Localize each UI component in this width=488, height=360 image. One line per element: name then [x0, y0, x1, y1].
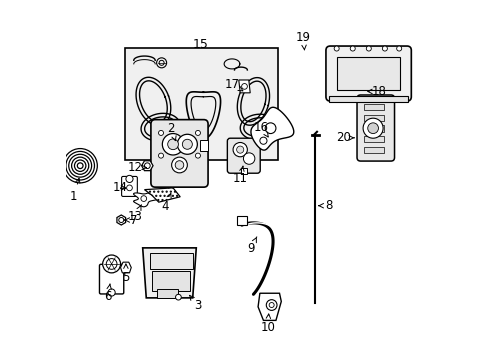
Bar	[151, 271, 190, 291]
Circle shape	[167, 139, 178, 150]
Circle shape	[106, 258, 117, 269]
Text: 9: 9	[246, 237, 256, 255]
Text: 5: 5	[122, 264, 129, 284]
Circle shape	[233, 143, 247, 157]
Text: 18: 18	[367, 85, 386, 98]
Polygon shape	[142, 248, 196, 298]
Circle shape	[268, 302, 274, 307]
Circle shape	[367, 123, 378, 134]
Bar	[157, 289, 178, 298]
Text: 13: 13	[128, 205, 142, 223]
Text: 17: 17	[224, 78, 243, 91]
Circle shape	[259, 137, 266, 144]
Text: 12: 12	[128, 161, 146, 174]
Circle shape	[63, 149, 97, 183]
FancyBboxPatch shape	[99, 264, 123, 294]
FancyBboxPatch shape	[325, 46, 410, 101]
Circle shape	[366, 46, 370, 51]
Bar	[328, 96, 407, 102]
Polygon shape	[121, 262, 131, 273]
Bar	[364, 147, 383, 153]
Circle shape	[119, 217, 123, 222]
Circle shape	[162, 134, 183, 155]
Bar	[364, 104, 383, 111]
Text: 15: 15	[193, 39, 208, 51]
Circle shape	[158, 130, 163, 135]
Text: 14: 14	[112, 181, 127, 194]
Bar	[364, 125, 383, 132]
FancyBboxPatch shape	[122, 176, 137, 197]
Text: 8: 8	[318, 199, 331, 212]
Circle shape	[69, 154, 91, 177]
Circle shape	[195, 153, 200, 158]
Circle shape	[363, 118, 382, 138]
Bar	[364, 136, 383, 143]
Circle shape	[349, 46, 354, 51]
Text: 7: 7	[124, 213, 137, 226]
FancyBboxPatch shape	[227, 138, 260, 173]
Circle shape	[177, 134, 197, 154]
Bar	[200, 140, 207, 151]
Polygon shape	[117, 215, 125, 225]
Circle shape	[175, 161, 183, 169]
Circle shape	[144, 163, 150, 168]
Bar	[364, 114, 383, 121]
Circle shape	[74, 160, 86, 171]
Text: 19: 19	[295, 31, 310, 50]
Bar	[337, 58, 399, 90]
Circle shape	[241, 84, 247, 89]
Circle shape	[171, 157, 187, 173]
Circle shape	[195, 130, 200, 135]
Circle shape	[243, 153, 254, 164]
Circle shape	[77, 163, 83, 168]
Polygon shape	[144, 188, 180, 202]
Text: 20: 20	[336, 131, 353, 144]
Circle shape	[108, 289, 115, 296]
Circle shape	[66, 152, 94, 180]
Polygon shape	[258, 293, 281, 320]
Circle shape	[182, 139, 192, 149]
Circle shape	[333, 46, 339, 51]
Circle shape	[159, 60, 164, 65]
Text: 2: 2	[167, 122, 176, 141]
Text: 16: 16	[254, 121, 268, 137]
Bar	[241, 168, 246, 174]
Circle shape	[156, 58, 166, 68]
Bar	[236, 216, 247, 225]
Circle shape	[266, 300, 276, 310]
Circle shape	[126, 185, 132, 191]
Bar	[149, 253, 192, 269]
Circle shape	[236, 146, 244, 153]
FancyBboxPatch shape	[151, 120, 207, 187]
Text: 11: 11	[232, 166, 247, 185]
Circle shape	[264, 123, 275, 134]
Circle shape	[175, 294, 181, 300]
Circle shape	[71, 157, 88, 174]
Circle shape	[158, 153, 163, 158]
Polygon shape	[142, 161, 153, 171]
Text: 4: 4	[161, 194, 171, 213]
Polygon shape	[133, 193, 158, 207]
Polygon shape	[250, 107, 293, 150]
Polygon shape	[238, 80, 250, 93]
Circle shape	[396, 46, 401, 51]
Bar	[124, 48, 278, 160]
Circle shape	[125, 175, 133, 183]
Circle shape	[382, 46, 386, 51]
Text: 3: 3	[189, 295, 202, 312]
Text: 1: 1	[70, 178, 80, 203]
Circle shape	[102, 255, 121, 273]
Text: 10: 10	[260, 314, 275, 334]
Text: 6: 6	[104, 284, 112, 303]
Circle shape	[141, 196, 146, 202]
FancyBboxPatch shape	[356, 95, 394, 161]
